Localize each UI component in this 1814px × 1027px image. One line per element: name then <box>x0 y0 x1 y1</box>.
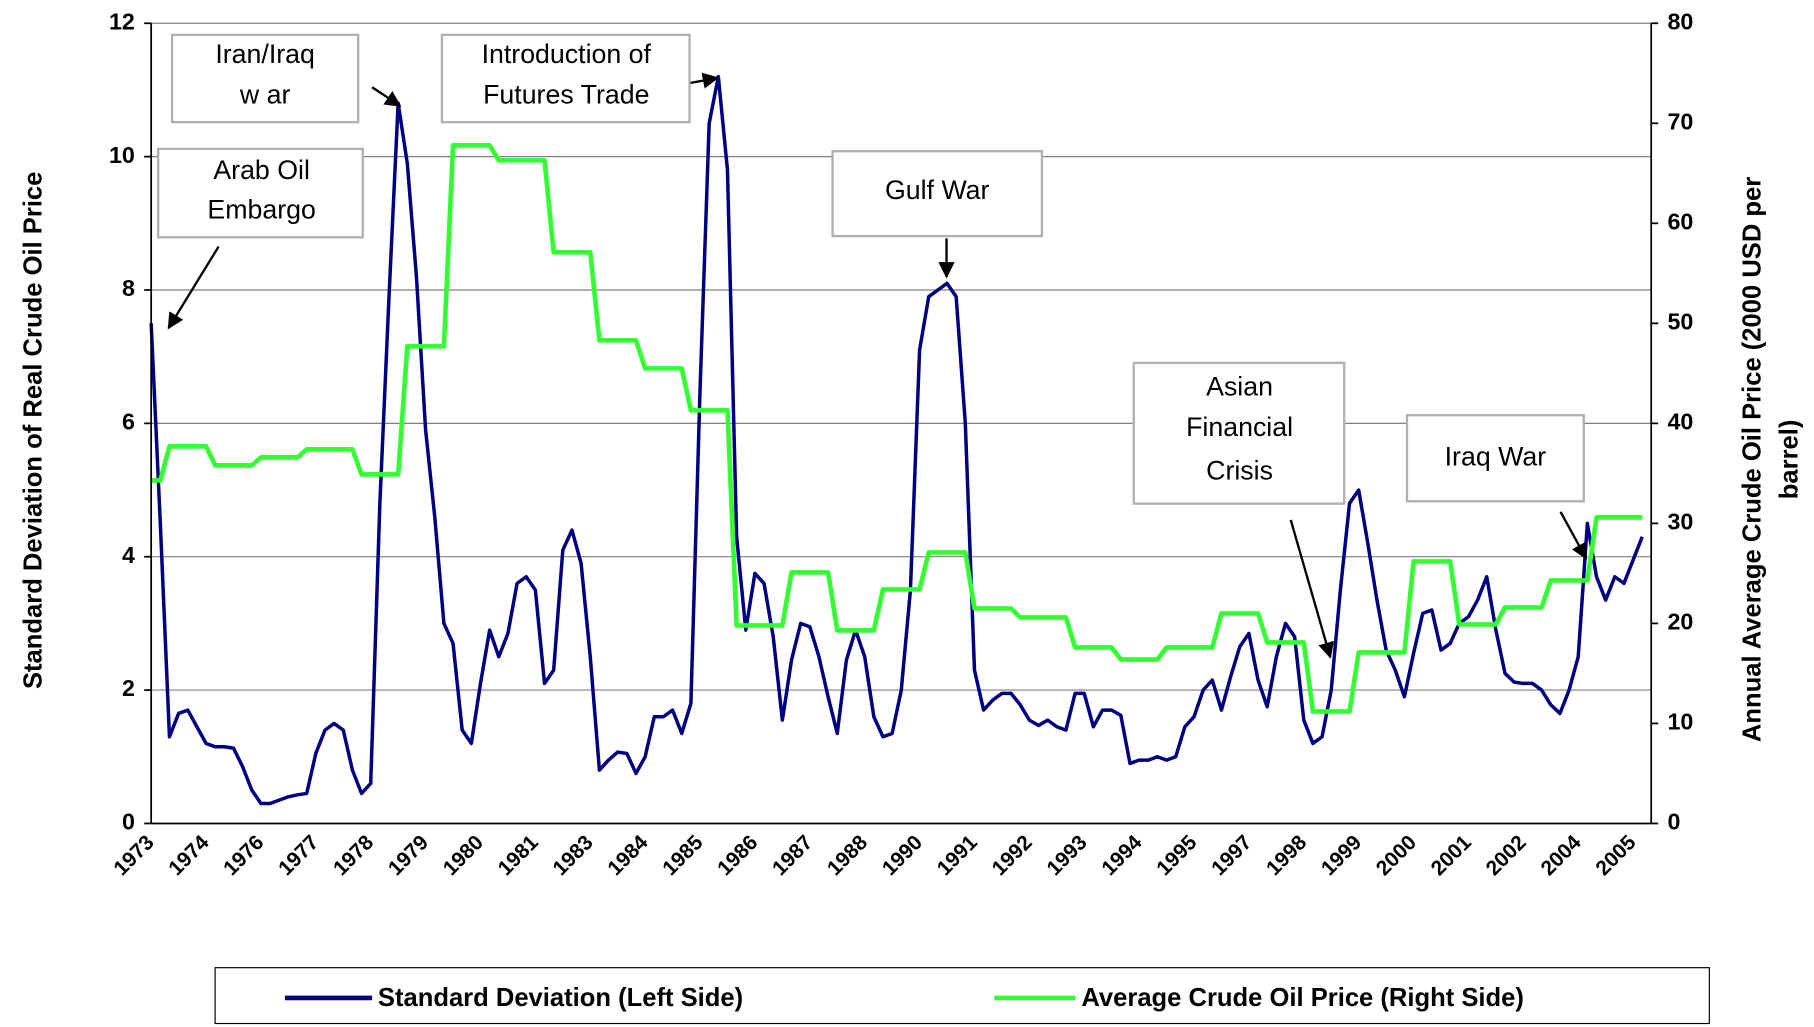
x-tick-label: 1994 <box>1097 831 1146 880</box>
x-tick-label: 2005 <box>1591 831 1640 880</box>
y-tick-label: 12 <box>109 8 135 34</box>
annotation-text: Iran/Iraq <box>215 39 315 69</box>
x-tick-label: 1974 <box>164 831 213 880</box>
x-tick-label: 1992 <box>988 831 1037 880</box>
x-tick-label: 1976 <box>219 831 268 880</box>
y-tick-label: 4 <box>122 542 135 568</box>
annotation-text: Crisis <box>1206 455 1273 485</box>
x-tick-label: 1991 <box>933 831 982 880</box>
y-tick-label: 6 <box>122 409 135 435</box>
arrow <box>371 86 402 107</box>
annotations: Arab Oil Embargo Iran/Iraq w ar Introduction… <box>156 33 1585 505</box>
annotation-box <box>831 150 1044 238</box>
x-tick-label: 2001 <box>1427 831 1476 880</box>
x-tick-label: 1987 <box>768 831 817 880</box>
x-tick-label: 1980 <box>439 831 488 880</box>
x-tick-label: 1995 <box>1152 831 1201 880</box>
x-tick-label: 1978 <box>329 831 378 880</box>
legend-box <box>214 967 1710 1025</box>
x-tick-label: 1993 <box>1043 831 1092 880</box>
annotation-text: Futures Trade <box>483 80 649 110</box>
x-tick-label: 1983 <box>549 831 598 880</box>
annotation-text: Iraq War <box>1445 441 1547 471</box>
x-tick-label: 1984 <box>603 831 652 880</box>
x-tick-label: 1985 <box>658 831 707 880</box>
annotation-box <box>440 33 691 124</box>
x-tick-label: 2004 <box>1536 831 1585 880</box>
x-tick-label: 2002 <box>1482 831 1531 880</box>
x-tick-label: 1979 <box>384 831 433 880</box>
annotation-text: Embargo <box>207 195 315 225</box>
y2-tick-label: 40 <box>1667 409 1693 435</box>
y2-tick-label: 70 <box>1667 108 1693 134</box>
y-tick-label: 0 <box>122 809 135 835</box>
annotation-box <box>156 147 364 239</box>
x-tick-label: 1999 <box>1317 831 1366 880</box>
x-tick-label: 1997 <box>1207 831 1256 880</box>
y2-tick-label: 20 <box>1667 609 1693 635</box>
annotation-text: Arab Oil <box>213 155 310 185</box>
y2-tick-label: 0 <box>1667 809 1680 835</box>
arrow <box>1289 519 1335 659</box>
legend-label: Average Crude Oil Price (Right Side) <box>1081 984 1523 1012</box>
plot <box>149 74 1644 806</box>
legend: Standard Deviation (Left Side) Average Cr… <box>284 984 1524 1012</box>
x-tick-label: 1973 <box>109 831 158 880</box>
series-line <box>149 74 1644 806</box>
y2-axis-title: barrel) <box>1775 420 1803 500</box>
x-tick-label: 1990 <box>878 831 927 880</box>
arrow <box>1559 511 1588 560</box>
arrow <box>685 72 720 89</box>
x-tick-label: 2000 <box>1372 831 1421 880</box>
annotation-text: Introduction of <box>482 39 652 69</box>
y2-tick-label: 80 <box>1667 8 1693 34</box>
annotation-text: w ar <box>239 80 291 110</box>
annotation-text: Financial <box>1186 412 1293 442</box>
arrow <box>167 245 220 330</box>
y2-tick-label: 10 <box>1667 709 1693 735</box>
annotation-box <box>1132 361 1346 505</box>
y2-axis-title: Annual Average Crude Oil Price (2000 USD… <box>1738 177 1766 742</box>
annotation-box <box>1405 414 1585 503</box>
annotation-arrows <box>167 72 1588 659</box>
y2-tick-label: 30 <box>1667 509 1693 535</box>
y2-tick-label: 50 <box>1667 308 1693 334</box>
x-tick-label: 1981 <box>494 831 543 880</box>
x-tick-label: 1998 <box>1262 831 1311 880</box>
x-tick-label: 1986 <box>713 831 762 880</box>
y-tick-label: 8 <box>122 275 135 301</box>
y2-tick-label: 60 <box>1667 208 1693 234</box>
y-tick-label: 2 <box>122 675 135 701</box>
series-line <box>151 142 1643 714</box>
legend-label: Standard Deviation (Left Side) <box>378 984 743 1012</box>
annotation-text: Gulf War <box>885 175 990 205</box>
x-tick-label: 1977 <box>274 831 323 880</box>
y-tick-label: 10 <box>109 142 135 168</box>
annotation-text: Asian <box>1206 372 1273 402</box>
x-tick-label: 1988 <box>823 831 872 880</box>
annotation-box <box>170 33 360 124</box>
y-axis-title: Standard Deviation of Real Crude Oil Pri… <box>20 172 48 689</box>
